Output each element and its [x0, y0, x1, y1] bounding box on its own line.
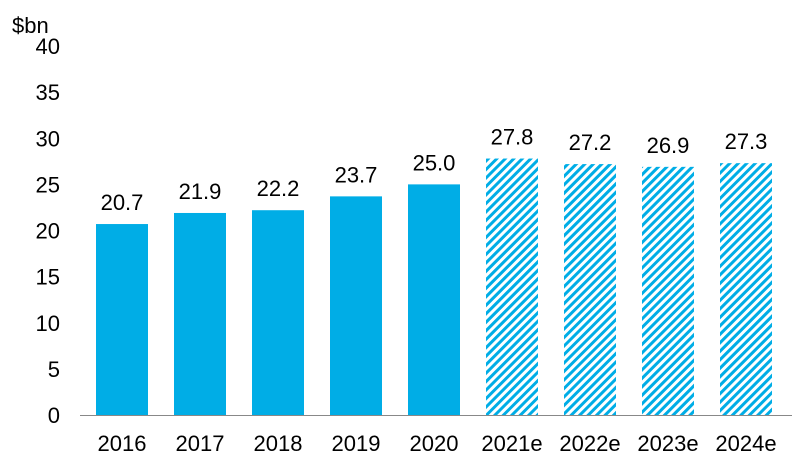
bar-2021e: [486, 158, 538, 416]
data-label-2021e: 27.8: [491, 125, 534, 150]
bar-2019: [330, 196, 382, 415]
data-label-2018: 22.2: [257, 176, 300, 201]
y-tick-label: 25: [36, 172, 60, 197]
bar-2024e: [720, 163, 772, 415]
y-tick-label: 35: [36, 80, 60, 105]
x-tick-label-2018: 2018: [254, 431, 303, 456]
data-label-2016: 20.7: [101, 190, 144, 215]
bar-2020: [408, 184, 460, 415]
y-tick-label: 40: [36, 34, 60, 59]
data-label-2017: 21.9: [179, 179, 222, 204]
data-label-2024e: 27.3: [725, 129, 768, 154]
x-tick-label-2019: 2019: [332, 431, 381, 456]
x-tick-label-2024e: 2024e: [715, 431, 776, 456]
data-label-2019: 23.7: [335, 162, 378, 187]
bar-2018: [252, 210, 304, 415]
y-axis-label: $bn: [12, 13, 49, 38]
x-tick-label-2017: 2017: [176, 431, 225, 456]
data-label-2020: 25.0: [413, 150, 456, 175]
bar-2016: [96, 224, 148, 415]
x-tick-label-2023e: 2023e: [637, 431, 698, 456]
x-tick-label-2020: 2020: [410, 431, 459, 456]
bar-2022e: [564, 164, 616, 415]
x-tick-label-2016: 2016: [98, 431, 147, 456]
y-tick-label: 15: [36, 265, 60, 290]
y-tick-label: 0: [48, 403, 60, 428]
x-tick-label-2022e: 2022e: [559, 431, 620, 456]
x-tick-label-2021e: 2021e: [481, 431, 542, 456]
data-label-2022e: 27.2: [569, 130, 612, 155]
data-label-2023e: 26.9: [647, 133, 690, 158]
y-tick-label: 30: [36, 126, 60, 151]
y-tick-label: 5: [48, 357, 60, 382]
y-tick-label: 20: [36, 219, 60, 244]
bar-2023e: [642, 166, 694, 415]
bar-2017: [174, 212, 226, 415]
y-tick-label: 10: [36, 311, 60, 336]
